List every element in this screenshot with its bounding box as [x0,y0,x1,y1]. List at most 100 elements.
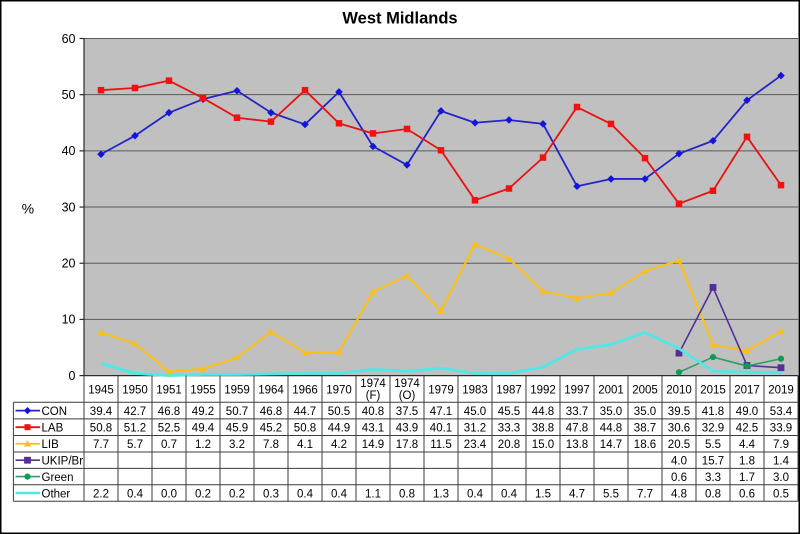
svg-text:43.9: 43.9 [396,423,418,435]
svg-text:50.8: 50.8 [90,423,112,435]
svg-text:1964: 1964 [258,384,284,396]
svg-text:1955: 1955 [190,384,216,396]
svg-text:17.8: 17.8 [396,439,418,451]
svg-text:53.4: 53.4 [770,406,793,418]
svg-text:1979: 1979 [428,384,454,396]
svg-text:13.8: 13.8 [566,439,588,451]
svg-text:0.2: 0.2 [195,488,211,500]
svg-text:46.8: 46.8 [260,406,282,418]
svg-text:18.6: 18.6 [634,439,656,451]
svg-text:4.4: 4.4 [739,439,756,451]
svg-text:44.9: 44.9 [328,423,350,435]
svg-text:Green: Green [42,472,74,484]
svg-text:45.5: 45.5 [498,406,520,418]
svg-text:1959: 1959 [224,384,250,396]
svg-text:20: 20 [62,257,76,271]
svg-text:2017: 2017 [734,384,760,396]
svg-text:14.9: 14.9 [362,439,384,451]
svg-text:50.5: 50.5 [328,406,350,418]
svg-text:2005: 2005 [632,384,658,396]
svg-text:5.5: 5.5 [603,488,619,500]
svg-text:CON: CON [42,406,68,418]
svg-text:45.0: 45.0 [464,406,486,418]
svg-text:UKIP/Br: UKIP/Br [42,456,84,468]
svg-text:38.8: 38.8 [532,423,554,435]
svg-text:0: 0 [69,369,76,383]
svg-text:15.0: 15.0 [532,439,554,451]
svg-text:1987: 1987 [496,384,522,396]
svg-text:1.3: 1.3 [433,488,449,500]
svg-text:30: 30 [62,200,76,214]
svg-text:33.9: 33.9 [770,423,792,435]
svg-text:49.0: 49.0 [736,406,758,418]
svg-text:3.0: 3.0 [773,472,789,484]
svg-text:3.2: 3.2 [229,439,245,451]
svg-text:45.9: 45.9 [226,423,248,435]
svg-text:49.4: 49.4 [192,423,215,435]
svg-text:50: 50 [62,88,76,102]
svg-text:11.5: 11.5 [430,439,452,451]
svg-text:0.4: 0.4 [467,488,484,500]
svg-text:0.4: 0.4 [501,488,518,500]
svg-text:60: 60 [62,32,76,46]
svg-text:31.2: 31.2 [464,423,486,435]
svg-text:40.1: 40.1 [430,423,452,435]
svg-text:20.5: 20.5 [668,439,690,451]
svg-text:23.4: 23.4 [464,439,487,451]
svg-text:0.8: 0.8 [399,488,415,500]
svg-text:1.4: 1.4 [773,456,790,468]
svg-text:0.6: 0.6 [739,488,755,500]
svg-text:20.8: 20.8 [498,439,520,451]
svg-text:14.7: 14.7 [600,439,622,451]
svg-text:2015: 2015 [700,384,726,396]
svg-text:52.5: 52.5 [158,423,180,435]
svg-text:33.7: 33.7 [566,406,588,418]
svg-text:0.2: 0.2 [229,488,245,500]
svg-text:0.4: 0.4 [297,488,314,500]
svg-text:2001: 2001 [598,384,624,396]
svg-text:1974: 1974 [394,378,420,390]
svg-text:50.8: 50.8 [294,423,316,435]
svg-text:47.8: 47.8 [566,423,588,435]
svg-text:4.1: 4.1 [297,439,313,451]
svg-text:(O): (O) [399,390,416,402]
svg-text:50.7: 50.7 [226,406,248,418]
svg-text:40.8: 40.8 [362,406,384,418]
svg-text:1974: 1974 [360,378,386,390]
svg-text:1.7: 1.7 [739,472,755,484]
svg-text:15.7: 15.7 [702,456,724,468]
svg-text:7.9: 7.9 [773,439,789,451]
svg-text:32.9: 32.9 [702,423,724,435]
svg-text:1970: 1970 [326,384,352,396]
svg-text:0.8: 0.8 [705,488,721,500]
svg-text:2010: 2010 [666,384,692,396]
svg-text:38.7: 38.7 [634,423,656,435]
svg-text:45.2: 45.2 [260,423,282,435]
svg-text:35.0: 35.0 [600,406,622,418]
svg-text:40: 40 [62,144,76,158]
svg-text:4.7: 4.7 [569,488,585,500]
svg-text:1.2: 1.2 [195,439,211,451]
svg-text:39.4: 39.4 [90,406,113,418]
svg-text:1966: 1966 [292,384,318,396]
svg-text:%: % [22,201,34,217]
svg-text:0.4: 0.4 [331,488,348,500]
svg-text:47.1: 47.1 [430,406,452,418]
svg-text:1950: 1950 [122,384,148,396]
svg-text:0.5: 0.5 [773,488,789,500]
svg-text:1.1: 1.1 [365,488,381,500]
svg-text:0.7: 0.7 [161,439,177,451]
svg-text:2.2: 2.2 [93,488,109,500]
svg-text:2019: 2019 [768,384,794,396]
svg-text:LIB: LIB [42,439,60,451]
svg-text:4.2: 4.2 [331,439,347,451]
svg-text:41.8: 41.8 [702,406,724,418]
svg-text:1983: 1983 [462,384,488,396]
svg-text:West Midlands: West Midlands [342,9,457,27]
svg-text:49.2: 49.2 [192,406,214,418]
svg-text:43.1: 43.1 [362,423,384,435]
svg-text:0.4: 0.4 [127,488,144,500]
svg-text:42.7: 42.7 [124,406,146,418]
svg-text:7.7: 7.7 [93,439,109,451]
svg-text:Other: Other [42,488,71,500]
